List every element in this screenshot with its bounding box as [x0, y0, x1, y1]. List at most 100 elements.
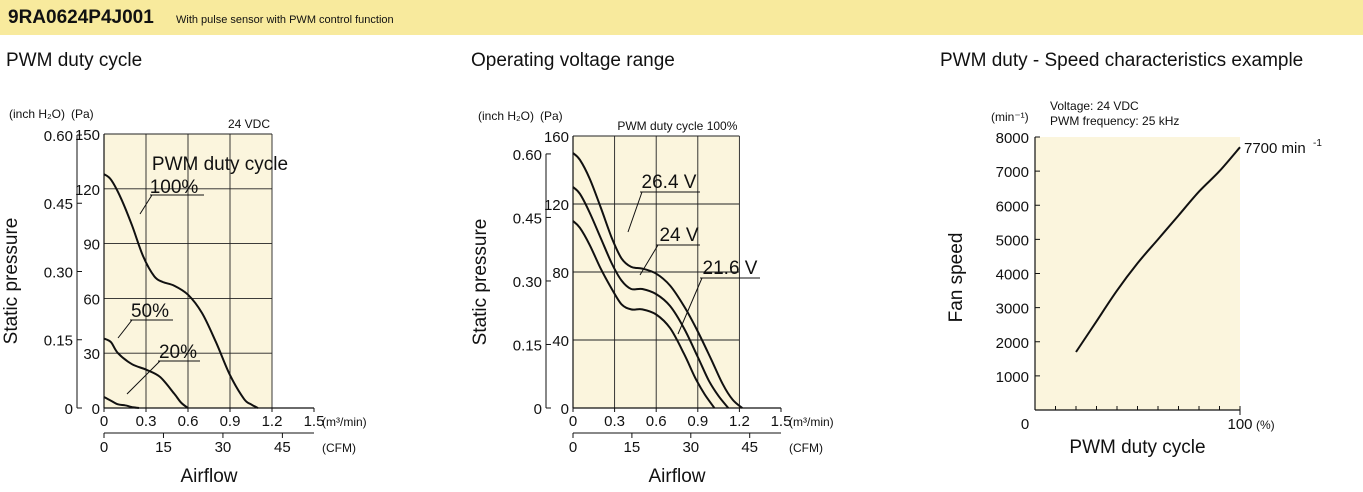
c2-x-tick-label: 1.5	[771, 413, 792, 430]
c1-y-label: Static pressure	[1, 218, 22, 345]
c2-x-tick-label: 0.9	[687, 413, 708, 430]
c2-y-pa-label: 160	[544, 129, 569, 146]
c1-y-inch-label: 0.15	[44, 333, 73, 350]
c3-y-tick-label: 6000	[996, 198, 1029, 215]
c1-series-label-2: 20%	[159, 342, 197, 363]
c3-y-tick-label: 2000	[996, 335, 1029, 352]
c2-y-inch-label: 0.30	[513, 274, 542, 291]
c1-series-label-1: 50%	[131, 301, 169, 322]
c1-note: 24 VDC	[228, 117, 270, 131]
c1-x-label: Airflow	[180, 466, 237, 487]
model-subtitle: With pulse sensor with PWM control funct…	[176, 14, 394, 26]
c2-series-2	[572, 220, 716, 409]
c2-series-label-2: 21.6 V	[703, 258, 758, 279]
c1-y-inch-label: 0.60	[44, 128, 73, 145]
c3-end-label: 7700 min	[1244, 140, 1306, 157]
c1-x-tick-label: 0.6	[178, 413, 199, 430]
c1-series-leader-0	[139, 194, 204, 215]
c2-y-pa-label: 0	[561, 401, 569, 418]
c1-y-pa-label: 120	[75, 182, 100, 199]
c2-x-label: Airflow	[648, 466, 705, 487]
c2-x-tick-label: 0.3	[604, 413, 625, 430]
c1-y-pa-label: 90	[83, 237, 100, 254]
c1-x2-tick-label: 15	[155, 439, 172, 456]
c2-y-inch-label: 0.45	[513, 210, 542, 227]
c2-y-unit-pa: (Pa)	[540, 109, 563, 123]
c1-y-inch-label: 0.30	[44, 264, 73, 281]
c3-y-tick-label: 7000	[996, 164, 1029, 181]
c1-series-1	[103, 337, 189, 409]
c3-note-line-2: PWM frequency: 25 kHz	[1050, 114, 1179, 128]
c1-series-2	[103, 396, 140, 409]
c2-x2-tick-label: 45	[741, 439, 758, 456]
model-number: 9RA0624P4J001	[8, 7, 154, 28]
c3-x-tick-label-0: 0	[1021, 416, 1029, 433]
c1-x-tick-label: 0	[100, 413, 108, 430]
c2-y-label: Static pressure	[470, 219, 491, 346]
chart3-title: PWM duty - Speed characteristics example	[940, 50, 1304, 71]
c2-series-leader-2	[677, 277, 760, 335]
c1-x-tick-label: 1.5	[304, 413, 325, 430]
c3-x-tick-label-100: 100	[1227, 416, 1252, 433]
chart1-title: PWM duty cycle	[6, 50, 143, 71]
c1-y-pa-label: 60	[83, 291, 100, 308]
c1-x2-tick-label: 30	[215, 439, 232, 456]
c2-x-unit: (m³/min)	[789, 415, 834, 429]
c2-note: PWM duty cycle 100%	[617, 119, 737, 133]
c2-y-pa-label: 80	[552, 265, 569, 282]
c2-series-label-1: 24 V	[659, 225, 698, 246]
c2-x-tick-label: 1.2	[729, 413, 750, 430]
c1-y-unit-inch: (inch H₂O)	[9, 107, 65, 121]
c1-y-pa-label: 0	[92, 401, 100, 418]
c1-y-pa-label: 30	[83, 346, 100, 363]
c1-series-leader-1	[117, 319, 173, 339]
c2-series-1	[572, 186, 730, 409]
c1-x-tick-label: 1.2	[262, 413, 283, 430]
c2-x-tick-label: 0	[569, 413, 577, 430]
c1-y-inch-label: 0.45	[44, 196, 73, 213]
c3-y-unit: (min⁻¹)	[991, 110, 1029, 124]
c2-x2-tick-label: 15	[624, 439, 641, 456]
c2-x-tick-label: 0.6	[646, 413, 667, 430]
c3-series-0	[1075, 146, 1241, 353]
c2-series-0	[572, 152, 743, 409]
c2-y-unit-inch: (inch H₂O)	[478, 109, 534, 123]
c2-y-pa-label: 40	[552, 333, 569, 350]
c3-y-tick-label: 1000	[996, 369, 1029, 386]
c1-series-label-0: 100%	[150, 177, 199, 198]
c3-plot-area	[1035, 137, 1240, 410]
c1-y-unit-pa: (Pa)	[71, 107, 94, 121]
c1-x2-unit: (CFM)	[322, 441, 356, 455]
c2-x2-unit: (CFM)	[789, 441, 823, 455]
c3-x-label: PWM duty cycle	[1069, 437, 1205, 458]
c1-x-tick-label: 0.9	[220, 413, 241, 430]
c2-series-leader-0	[627, 191, 700, 233]
c1-series-leader-2	[126, 360, 200, 395]
c2-y-inch-label: 0.60	[513, 147, 542, 164]
c3-y-tick-label: 4000	[996, 267, 1029, 284]
c1-y-pa-label: 150	[75, 127, 100, 144]
c3-y-tick-label: 5000	[996, 232, 1029, 249]
c1-y-inch-label: 0	[65, 401, 73, 418]
c2-y-inch-label: 0	[534, 401, 542, 418]
c3-x-unit: (%)	[1256, 418, 1275, 432]
c1-x-unit: (m³/min)	[322, 415, 367, 429]
c2-y-inch-label: 0.15	[513, 337, 542, 354]
header-band	[0, 0, 1363, 35]
c2-series-leader-1	[639, 244, 700, 276]
c1-x-tick-label: 0.3	[136, 413, 157, 430]
c3-y-label: Fan speed	[946, 233, 967, 323]
c3-y-tick-label: 3000	[996, 301, 1029, 318]
c2-series-label-0: 26.4 V	[642, 172, 697, 193]
c3-end-label-sup: -1	[1313, 138, 1322, 149]
c3-note-line-1: Voltage: 24 VDC	[1050, 99, 1139, 113]
chart2-title: Operating voltage range	[471, 50, 675, 71]
c3-y-tick-label: 8000	[996, 130, 1029, 147]
c1-legend-title: PWM duty cycle	[152, 154, 288, 175]
c1-x2-tick-label: 0	[100, 439, 108, 456]
c1-series-0	[103, 173, 259, 409]
c2-x2-tick-label: 30	[682, 439, 699, 456]
c2-y-pa-label: 120	[544, 197, 569, 214]
c1-x2-tick-label: 45	[274, 439, 291, 456]
